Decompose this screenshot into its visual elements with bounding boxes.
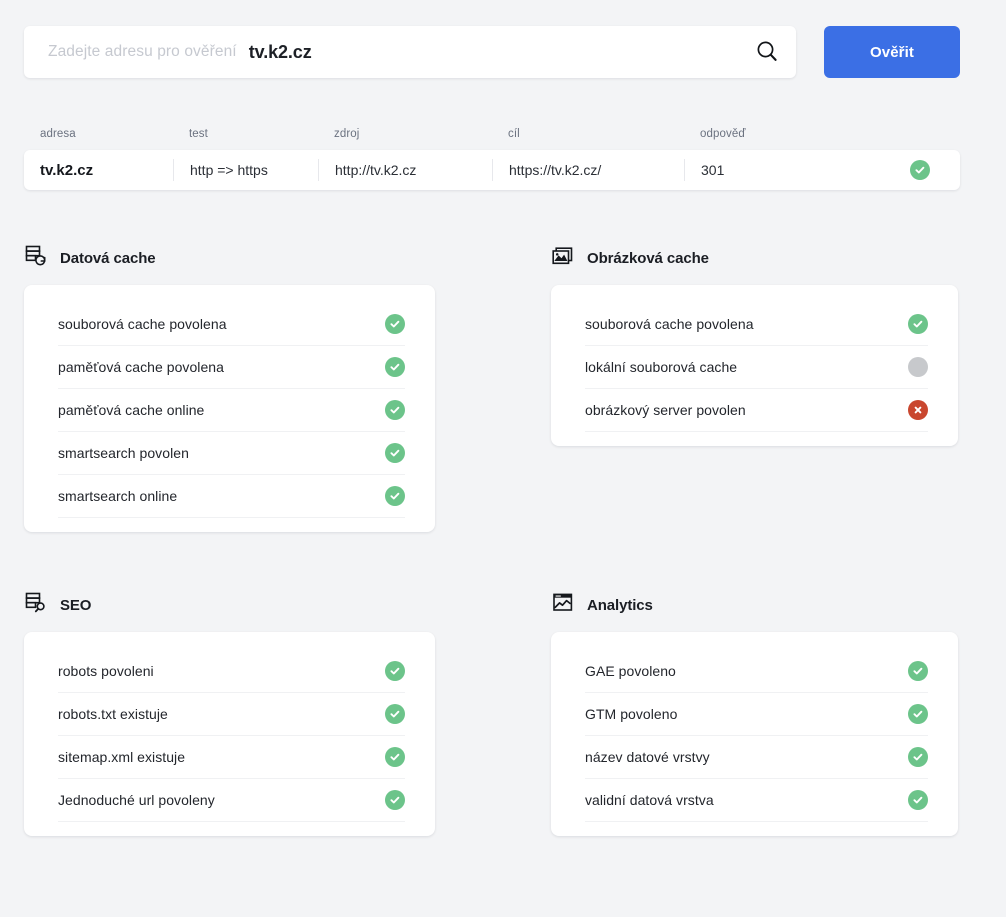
section-header: Datová cache — [24, 245, 435, 271]
status-ok-icon — [908, 747, 928, 767]
cell-adresa: tv.k2.cz — [40, 161, 94, 179]
check-item: robots.txt existuje — [58, 693, 405, 736]
check-item: GAE povoleno — [585, 650, 928, 693]
status-ok-icon — [908, 661, 928, 681]
list-search-icon — [24, 591, 48, 620]
status-fail-icon — [908, 400, 928, 420]
column-header-test: test — [189, 128, 208, 140]
check-item: paměťová cache povolena — [58, 346, 405, 389]
check-label: Jednoduché url povoleny — [58, 792, 215, 808]
column-header-adresa: adresa — [40, 128, 76, 140]
check-label: validní datová vrstva — [585, 792, 714, 808]
checks-card: robots povoleni robots.txt existuje site… — [24, 632, 435, 836]
status-ok-icon — [908, 704, 928, 724]
section-data-cache: Datová cache souborová cache povolena pa… — [24, 245, 435, 532]
cell-cil: https://tv.k2.cz/ — [492, 159, 684, 181]
column-header-cil: cíl — [508, 128, 520, 140]
check-item: lokální souborová cache — [585, 346, 928, 389]
status-ok-icon — [385, 747, 405, 767]
database-refresh-icon — [24, 244, 48, 273]
check-item: sitemap.xml existuje — [58, 736, 405, 779]
status-ok-icon — [385, 790, 405, 810]
cell-zdroj: http://tv.k2.cz — [318, 159, 492, 181]
search-input[interactable]: Zadejte adresu pro ověření tv.k2.cz — [24, 26, 796, 78]
analytics-chart-icon — [551, 591, 575, 620]
status-ok-icon — [910, 160, 930, 180]
check-label: sitemap.xml existuje — [58, 749, 186, 765]
table-row[interactable]: tv.k2.cz http => https http://tv.k2.cz h… — [24, 150, 960, 190]
check-label: GAE povoleno — [585, 663, 676, 679]
check-item: Jednoduché url povoleny — [58, 779, 405, 822]
section-seo: SEO robots povoleni robots.txt existuje … — [24, 592, 435, 836]
check-label: smartsearch online — [58, 488, 178, 504]
status-ok-icon — [385, 314, 405, 334]
verify-button[interactable]: Ověřit — [824, 26, 960, 78]
section-analytics: Analytics GAE povoleno GTM povoleno náze… — [551, 592, 958, 836]
status-neutral-icon — [908, 357, 928, 377]
check-label: lokální souborová cache — [585, 359, 738, 375]
row-status-badge — [910, 160, 930, 180]
check-item: GTM povoleno — [585, 693, 928, 736]
section-title: Datová cache — [60, 249, 156, 267]
results-table: adresa test zdroj cíl odpověď tv.k2.cz h… — [24, 128, 960, 190]
status-ok-icon — [385, 661, 405, 681]
column-header-odpoved: odpověď — [700, 128, 746, 140]
check-item: validní datová vrstva — [585, 779, 928, 822]
check-item: smartsearch povolen — [58, 432, 405, 475]
column-header-zdroj: zdroj — [334, 128, 360, 140]
search-input-value: tv.k2.cz — [248, 41, 312, 62]
check-item: souborová cache povolena — [585, 303, 928, 346]
section-image-cache: Obrázková cache souborová cache povolena… — [551, 245, 958, 446]
status-ok-icon — [385, 443, 405, 463]
search-icon — [755, 39, 779, 66]
check-label: robots.txt existuje — [58, 706, 168, 722]
check-label: paměťová cache povolena — [58, 359, 224, 375]
check-item: název datové vrstvy — [585, 736, 928, 779]
section-title: Obrázková cache — [587, 249, 709, 267]
section-header: Analytics — [551, 592, 958, 618]
table-header-row: adresa test zdroj cíl odpověď — [24, 128, 960, 150]
status-ok-icon — [385, 486, 405, 506]
check-label: robots povoleni — [58, 663, 154, 679]
check-item: souborová cache povolena — [58, 303, 405, 346]
search-placeholder: Zadejte adresu pro ověření — [48, 43, 237, 60]
status-ok-icon — [385, 400, 405, 420]
search-bar: Zadejte adresu pro ověření tv.k2.cz Ověř… — [24, 26, 982, 78]
checks-card: GAE povoleno GTM povoleno název datové v… — [551, 632, 958, 836]
check-label: obrázkový server povolen — [585, 402, 746, 418]
check-item: robots povoleni — [58, 650, 405, 693]
status-ok-icon — [908, 314, 928, 334]
cell-odpoved: 301 — [684, 159, 910, 181]
check-label: souborová cache povolena — [58, 316, 227, 332]
check-label: GTM povoleno — [585, 706, 678, 722]
check-item: obrázkový server povolen — [585, 389, 928, 432]
checks-card: souborová cache povolena paměťová cache … — [24, 285, 435, 532]
check-label: název datové vrstvy — [585, 749, 710, 765]
check-label: souborová cache povolena — [585, 316, 754, 332]
check-item: smartsearch online — [58, 475, 405, 518]
status-ok-icon — [385, 357, 405, 377]
checks-card: souborová cache povolena lokální souboro… — [551, 285, 958, 446]
section-header: Obrázková cache — [551, 245, 958, 271]
section-header: SEO — [24, 592, 435, 618]
section-title: SEO — [60, 596, 92, 614]
section-title: Analytics — [587, 596, 653, 614]
status-ok-icon — [908, 790, 928, 810]
cell-test: http => https — [173, 159, 318, 181]
search-submit-icon-button[interactable] — [752, 37, 782, 67]
status-ok-icon — [385, 704, 405, 724]
check-item: paměťová cache online — [58, 389, 405, 432]
check-label: smartsearch povolen — [58, 445, 189, 461]
image-icon — [551, 244, 575, 273]
check-label: paměťová cache online — [58, 402, 205, 418]
